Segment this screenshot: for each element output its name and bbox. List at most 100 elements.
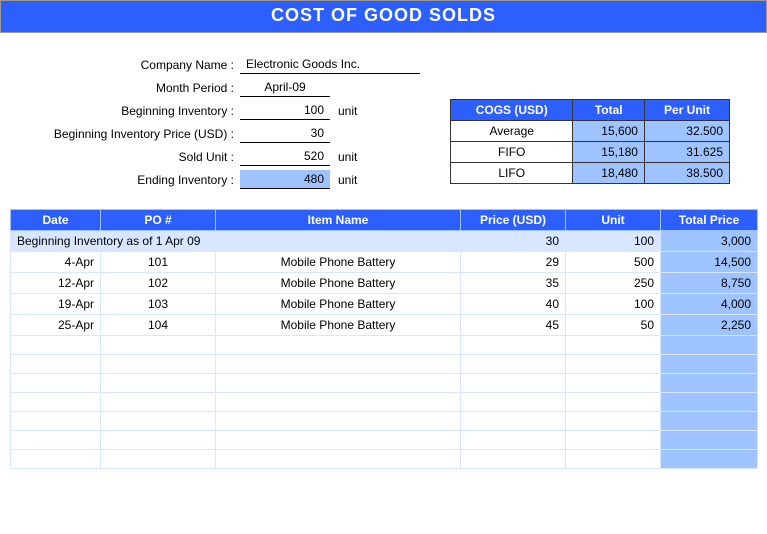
cogs-area: COGS (USD) Total Per Unit Average 15,600…	[450, 53, 730, 191]
form-area: Company Name : Electronic Goods Inc. Mon…	[10, 53, 450, 191]
cell-item[interactable]: Mobile Phone Battery	[216, 315, 461, 336]
cell-po[interactable]: 104	[101, 315, 216, 336]
cogs-perunit: 32.500	[644, 121, 729, 142]
cell-empty[interactable]	[11, 393, 101, 412]
cell-empty[interactable]	[11, 374, 101, 393]
end-inv-unit: unit	[330, 173, 357, 187]
cell-empty	[661, 336, 758, 355]
table-row-empty	[11, 393, 758, 412]
cell-empty[interactable]	[216, 412, 461, 431]
cell-empty[interactable]	[101, 355, 216, 374]
cogs-method: FIFO	[451, 142, 573, 163]
cell-empty[interactable]	[101, 412, 216, 431]
cell-empty[interactable]	[216, 393, 461, 412]
cell-empty	[661, 431, 758, 450]
cell-empty[interactable]	[216, 431, 461, 450]
beg-inv-label: Beginning Inventory :	[10, 104, 240, 118]
cell-empty[interactable]	[566, 412, 661, 431]
cell-item[interactable]: Mobile Phone Battery	[216, 273, 461, 294]
cell-unit[interactable]: 50	[566, 315, 661, 336]
cell-empty[interactable]	[566, 431, 661, 450]
table-row-empty	[11, 336, 758, 355]
cell-empty[interactable]	[461, 374, 566, 393]
cell-empty[interactable]	[101, 393, 216, 412]
cell-empty	[661, 393, 758, 412]
cell-price[interactable]: 29	[461, 252, 566, 273]
cell-total: 8,750	[661, 273, 758, 294]
beg-price-value[interactable]: 30	[240, 124, 330, 143]
cell-empty[interactable]	[461, 450, 566, 469]
cogs-header-total: Total	[573, 100, 645, 121]
table-row-empty	[11, 431, 758, 450]
cell-empty[interactable]	[11, 412, 101, 431]
cell-date[interactable]: 12-Apr	[11, 273, 101, 294]
cell-empty[interactable]	[461, 355, 566, 374]
cell-po[interactable]: 103	[101, 294, 216, 315]
cell-empty[interactable]	[11, 450, 101, 469]
company-label: Company Name :	[10, 58, 240, 72]
table-row: 12-Apr102Mobile Phone Battery352508,750	[11, 273, 758, 294]
cogs-header-method: COGS (USD)	[451, 100, 573, 121]
top-section: Company Name : Electronic Goods Inc. Mon…	[0, 33, 767, 209]
cell-total: 14,500	[661, 252, 758, 273]
cogs-total: 15,600	[573, 121, 645, 142]
cell-empty[interactable]	[461, 393, 566, 412]
cell-empty[interactable]	[566, 393, 661, 412]
cell-empty[interactable]	[566, 336, 661, 355]
cell-empty[interactable]	[101, 450, 216, 469]
cogs-total: 18,480	[573, 163, 645, 184]
cogs-table: COGS (USD) Total Per Unit Average 15,600…	[450, 99, 730, 184]
cell-empty[interactable]	[216, 374, 461, 393]
cell-item[interactable]: Mobile Phone Battery	[216, 294, 461, 315]
begin-price: 30	[461, 231, 566, 252]
cell-empty[interactable]	[216, 450, 461, 469]
header-unit: Unit	[566, 210, 661, 231]
cell-empty[interactable]	[101, 374, 216, 393]
beg-price-label: Beginning Inventory Price (USD) :	[10, 127, 240, 141]
month-label: Month Period :	[10, 81, 240, 95]
table-row: 25-Apr104Mobile Phone Battery45502,250	[11, 315, 758, 336]
sold-value[interactable]: 520	[240, 147, 330, 166]
sold-unit: unit	[330, 150, 357, 164]
table-row-empty	[11, 374, 758, 393]
cell-empty	[661, 450, 758, 469]
cell-empty[interactable]	[216, 355, 461, 374]
cell-empty[interactable]	[566, 355, 661, 374]
cell-unit[interactable]: 100	[566, 294, 661, 315]
main-header-row: Date PO # Item Name Price (USD) Unit Tot…	[11, 210, 758, 231]
cell-empty[interactable]	[216, 336, 461, 355]
table-row-empty	[11, 412, 758, 431]
header-po: PO #	[101, 210, 216, 231]
cell-unit[interactable]: 500	[566, 252, 661, 273]
company-value[interactable]: Electronic Goods Inc.	[240, 55, 420, 74]
cell-unit[interactable]: 250	[566, 273, 661, 294]
cell-price[interactable]: 35	[461, 273, 566, 294]
cell-empty[interactable]	[461, 431, 566, 450]
cell-total: 2,250	[661, 315, 758, 336]
cell-empty[interactable]	[11, 336, 101, 355]
beg-inv-value[interactable]: 100	[240, 101, 330, 120]
cell-empty[interactable]	[11, 431, 101, 450]
cell-po[interactable]: 101	[101, 252, 216, 273]
cell-empty[interactable]	[101, 431, 216, 450]
cell-empty[interactable]	[566, 450, 661, 469]
header-price: Price (USD)	[461, 210, 566, 231]
cell-price[interactable]: 45	[461, 315, 566, 336]
sold-label: Sold Unit :	[10, 150, 240, 164]
cell-empty[interactable]	[101, 336, 216, 355]
cell-empty[interactable]	[461, 412, 566, 431]
cell-empty[interactable]	[11, 355, 101, 374]
header-date: Date	[11, 210, 101, 231]
cogs-method: Average	[451, 121, 573, 142]
month-value[interactable]: April-09	[240, 78, 330, 97]
cell-empty[interactable]	[461, 336, 566, 355]
cell-date[interactable]: 19-Apr	[11, 294, 101, 315]
cell-po[interactable]: 102	[101, 273, 216, 294]
cell-empty[interactable]	[566, 374, 661, 393]
cell-price[interactable]: 40	[461, 294, 566, 315]
cell-date[interactable]: 25-Apr	[11, 315, 101, 336]
cogs-perunit: 31.625	[644, 142, 729, 163]
cell-item[interactable]: Mobile Phone Battery	[216, 252, 461, 273]
cell-date[interactable]: 4-Apr	[11, 252, 101, 273]
begin-total: 3,000	[661, 231, 758, 252]
